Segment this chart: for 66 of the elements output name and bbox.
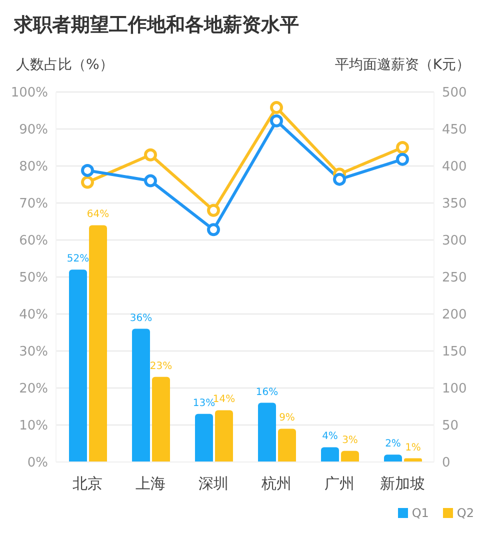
point [396, 141, 409, 154]
data-label: 9% [279, 412, 295, 424]
bar [69, 270, 87, 462]
bar [195, 414, 213, 462]
data-label: 4% [322, 431, 338, 442]
x-tick-label: 上海 [136, 474, 166, 493]
bar [152, 376, 170, 462]
y-tick-label: 100% [10, 86, 48, 101]
chart-title: 求职者期望工作地和各地薪资水平 [12, 13, 300, 38]
data-label: 1% [405, 442, 421, 454]
y-tick-label: 90% [19, 122, 48, 138]
y2-axis-title: 平均面邀薪资（K元） [334, 56, 470, 74]
data-label: 23% [150, 360, 172, 372]
point [144, 174, 157, 188]
y2-tick-label: 300 [442, 234, 467, 249]
y-tick-label: 50% [19, 270, 48, 286]
x-tick-label: 新加坡 [380, 474, 425, 493]
point [270, 101, 283, 114]
data-label: 36% [130, 312, 152, 324]
bar [321, 447, 339, 462]
x-tick-label: 广州 [324, 474, 354, 493]
y-tick-label: 30% [19, 344, 48, 360]
y2-tick-label: 450 [442, 122, 467, 138]
y2-tick-label: 500 [442, 86, 467, 101]
data-label: 3% [342, 434, 358, 446]
y-tick-label: 60% [19, 234, 48, 249]
y-tick-label: 20% [19, 382, 48, 397]
x-tick-label: 杭州 [260, 474, 292, 493]
y2-tick-label: 100 [442, 382, 467, 397]
bar [341, 450, 359, 462]
bar [278, 428, 296, 462]
data-label: 52% [66, 254, 90, 265]
y-tick-label: 80% [19, 160, 48, 175]
y2-tick-label: 50 [442, 418, 459, 434]
point [207, 204, 220, 217]
bar [384, 454, 402, 462]
point [333, 172, 346, 186]
y-tick-label: 40% [19, 308, 48, 323]
y2-tick-label: 250 [442, 270, 467, 286]
y2-tick-label: 150 [442, 344, 467, 360]
point [270, 114, 283, 128]
point [207, 223, 220, 236]
y-tick-label: 70% [19, 196, 48, 212]
legend-label: Q2 [456, 506, 474, 520]
bar [89, 225, 107, 462]
point [81, 164, 94, 177]
bar [132, 328, 150, 462]
data-label: 13% [192, 398, 216, 409]
x-tick-label: 深圳 [198, 474, 228, 493]
point [144, 148, 157, 162]
point [396, 152, 409, 166]
legend-label: Q1 [410, 506, 429, 520]
y-tick-label: 0% [27, 456, 48, 471]
y2-tick-label: 0 [442, 456, 450, 471]
y-tick-label: 10% [19, 418, 48, 434]
data-label: 2% [385, 438, 401, 450]
data-label: 64% [86, 209, 110, 220]
point [81, 176, 94, 189]
x-tick-label: 北京 [72, 474, 102, 493]
bar [258, 402, 276, 462]
y2-tick-label: 350 [442, 196, 467, 212]
y2-tick-label: 200 [442, 308, 467, 323]
bar [215, 410, 233, 462]
y2-tick-label: 400 [442, 160, 467, 175]
y-axis-title: 人数占比（%） [16, 56, 114, 74]
data-label: 16% [256, 386, 278, 398]
